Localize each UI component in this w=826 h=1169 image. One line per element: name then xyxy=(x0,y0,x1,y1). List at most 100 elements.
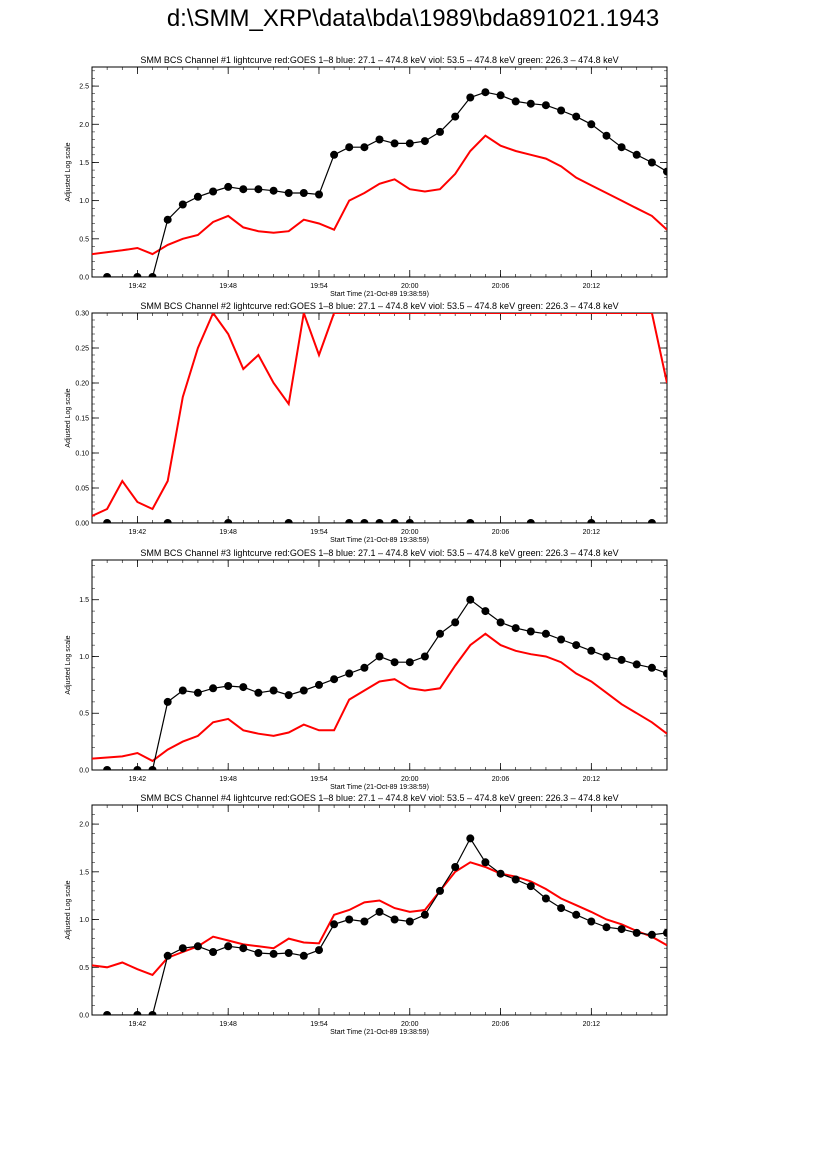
data-point xyxy=(420,137,429,146)
data-point xyxy=(587,917,596,926)
plot-frame xyxy=(91,559,668,771)
y-tick-label: 2.5 xyxy=(79,84,89,91)
data-point xyxy=(269,186,278,195)
data-point xyxy=(254,185,263,194)
data-point xyxy=(541,101,550,110)
x-tick-label: 20:12 xyxy=(583,283,601,290)
data-point xyxy=(315,680,323,689)
y-tick-label: 0.15 xyxy=(75,416,89,423)
data-point xyxy=(330,920,339,929)
y-tick-label: 1.5 xyxy=(79,597,89,604)
data-point xyxy=(405,519,414,523)
x-tick-label: 20:06 xyxy=(492,1021,510,1028)
data-point xyxy=(481,88,490,97)
x-tick-label: 19:48 xyxy=(219,283,237,290)
data-point xyxy=(436,127,444,136)
data-point xyxy=(224,182,233,191)
data-point xyxy=(420,910,429,919)
x-tick-label: 20:00 xyxy=(401,776,419,783)
y-tick-label: 1.5 xyxy=(79,160,89,167)
x-tick-label: 20:00 xyxy=(401,1021,419,1028)
goes-curve xyxy=(92,632,667,763)
data-point xyxy=(526,99,535,108)
data-point xyxy=(269,949,278,958)
data-point xyxy=(617,143,626,152)
y-tick-label: 0.05 xyxy=(75,486,89,493)
goes-curve xyxy=(92,313,667,517)
y-tick-label: 2.0 xyxy=(79,822,89,829)
x-axis-label: Start Time (21-Oct-89 19:38:59) xyxy=(330,291,429,298)
data-point xyxy=(209,948,218,956)
panel-title: SMM BCS Channel #3 lightcurve red:GOES 1… xyxy=(140,548,618,558)
data-point xyxy=(239,185,248,194)
data-point xyxy=(103,519,112,523)
data-point xyxy=(360,519,369,523)
x-tick-label: 19:42 xyxy=(129,1021,147,1028)
data-point xyxy=(163,215,172,224)
data-point xyxy=(163,519,172,523)
data-point xyxy=(345,519,354,523)
data-point xyxy=(284,519,293,523)
y-tick-label: 0.30 xyxy=(75,311,89,318)
x-axis-label: Start Time (21-Oct-89 19:38:59) xyxy=(330,1029,429,1036)
data-point xyxy=(451,618,460,627)
x-tick-label: 20:06 xyxy=(492,776,510,783)
data-point xyxy=(511,624,520,633)
data-point xyxy=(572,641,581,650)
bcs-curve xyxy=(107,837,667,1015)
data-point xyxy=(466,93,475,102)
data-point xyxy=(632,660,641,669)
data-point xyxy=(345,143,354,152)
data-point xyxy=(375,652,384,661)
x-tick-label: 19:54 xyxy=(310,1021,328,1028)
data-point xyxy=(315,946,323,955)
data-point xyxy=(587,120,596,129)
data-point xyxy=(496,91,505,100)
x-tick-label: 20:12 xyxy=(583,1021,601,1028)
panel-title: SMM BCS Channel #2 lightcurve red:GOES 1… xyxy=(140,301,618,311)
data-point xyxy=(330,675,339,684)
data-point xyxy=(647,663,656,672)
data-point xyxy=(239,944,248,953)
data-point xyxy=(390,658,399,667)
bcs-curve xyxy=(107,91,667,277)
data-point xyxy=(315,190,323,199)
y-tick-label: 0.20 xyxy=(75,381,89,388)
data-point xyxy=(632,928,641,937)
x-tick-label: 19:42 xyxy=(129,283,147,290)
data-point xyxy=(299,189,308,197)
x-tick-label: 19:42 xyxy=(129,776,147,783)
data-point xyxy=(224,682,233,690)
data-point xyxy=(466,519,475,523)
data-point xyxy=(224,942,233,951)
data-point xyxy=(133,1011,142,1015)
data-point xyxy=(647,158,656,167)
data-point xyxy=(345,669,354,678)
data-point xyxy=(557,106,566,115)
data-point xyxy=(617,925,626,934)
x-tick-label: 20:06 xyxy=(492,283,510,290)
x-tick-label: 20:06 xyxy=(492,529,510,536)
data-point xyxy=(375,519,384,523)
data-point xyxy=(587,646,596,655)
data-point xyxy=(193,688,202,697)
bcs-curve xyxy=(107,598,667,770)
data-point xyxy=(360,917,369,926)
data-point xyxy=(436,886,444,895)
data-point xyxy=(647,519,656,523)
data-point xyxy=(163,697,172,706)
data-point xyxy=(390,915,399,924)
y-tick-label: 0.0 xyxy=(79,768,89,775)
goes-curve xyxy=(92,134,667,256)
y-axis-label: Adjusted Log scale xyxy=(65,635,72,694)
data-point xyxy=(148,1011,157,1015)
data-point xyxy=(632,150,641,159)
data-point xyxy=(602,923,611,932)
y-tick-label: 2.0 xyxy=(79,122,89,129)
data-point xyxy=(224,519,233,523)
data-point xyxy=(390,519,399,523)
data-point xyxy=(617,655,626,664)
x-tick-label: 19:54 xyxy=(310,529,328,536)
data-point xyxy=(511,875,520,884)
